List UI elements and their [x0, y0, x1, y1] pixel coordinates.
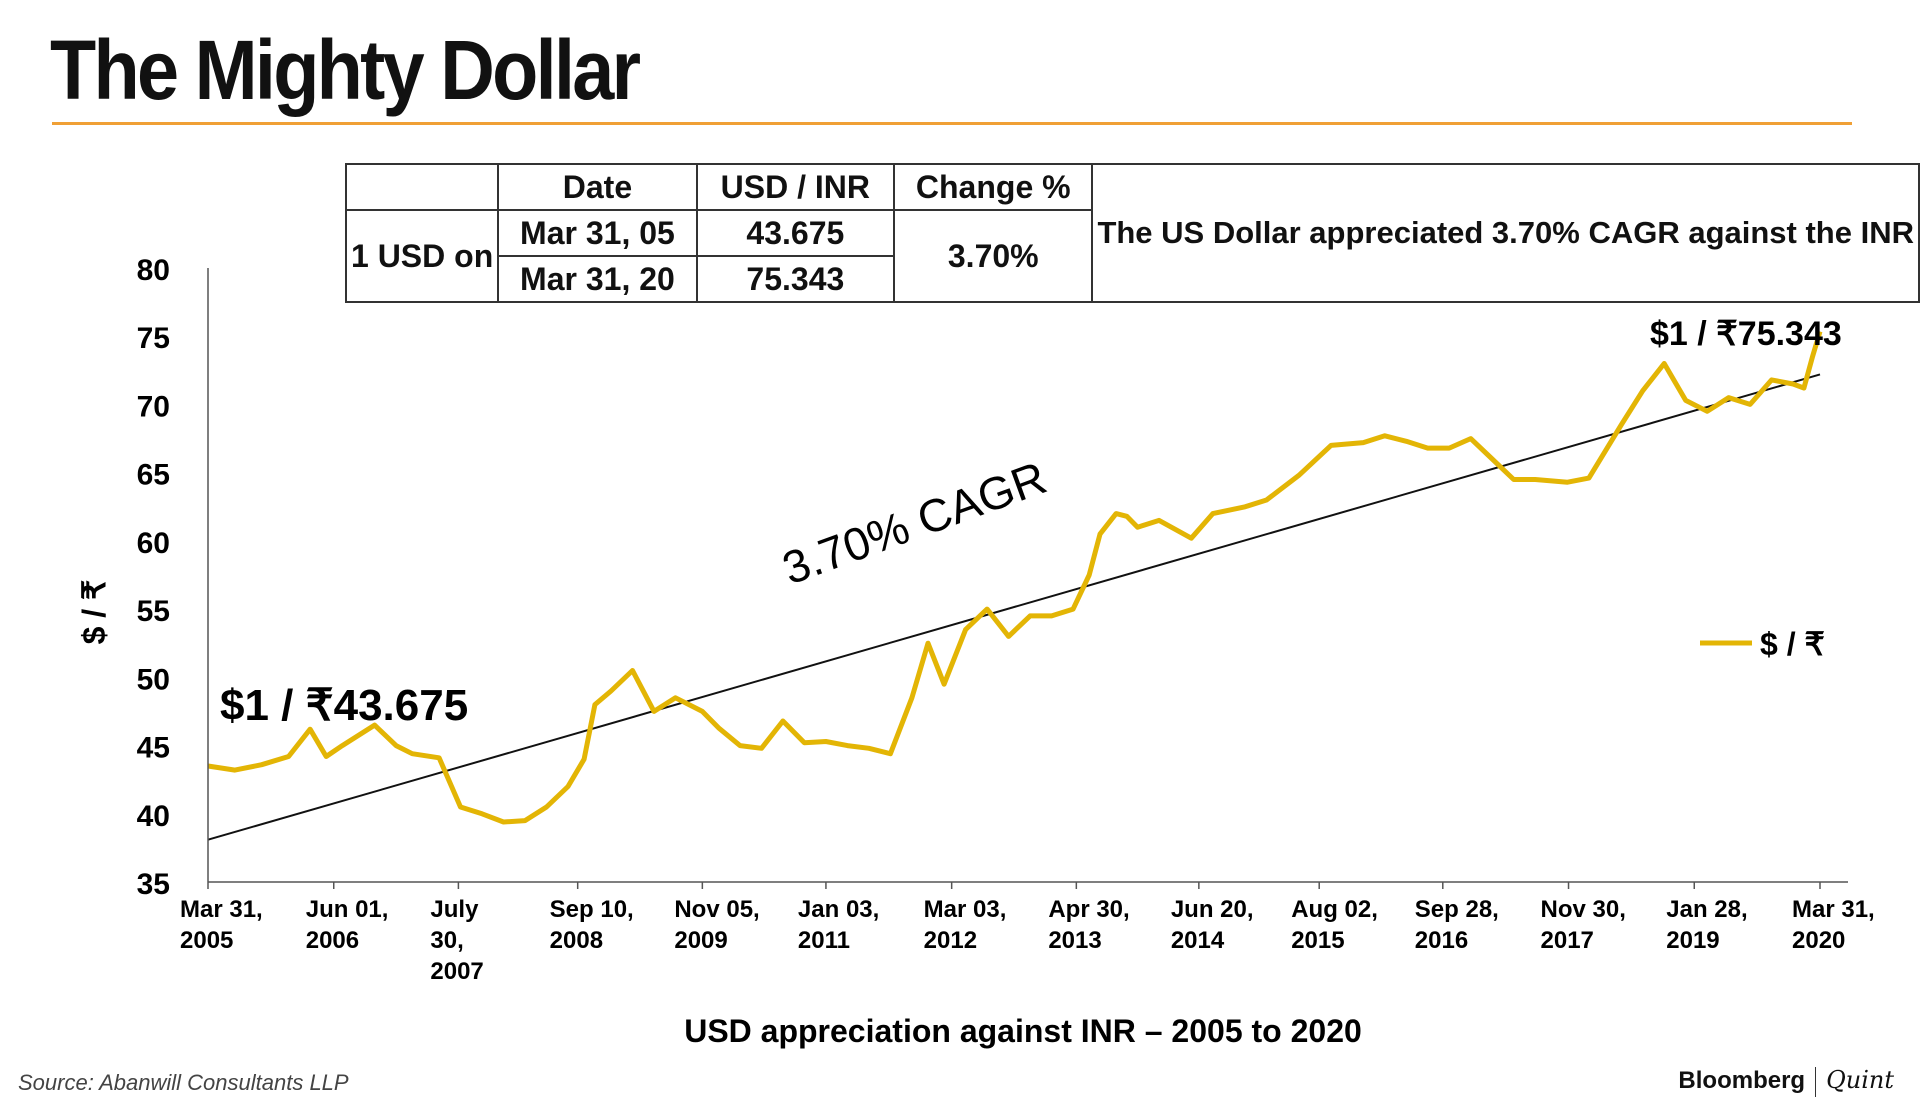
y-tick-label: 60 [137, 527, 170, 560]
start-annotation: $1 / ₹43.675 [220, 681, 468, 730]
x-tick-label: Nov 05, 2009 [674, 896, 759, 954]
summary-table: Date USD / INR Change % The US Dollar ap… [344, 163, 1920, 303]
y-tick-label: 65 [137, 459, 170, 492]
x-tick-label: Apr 30, 2013 [1048, 896, 1129, 954]
table-cell-rate: 75.343 [695, 255, 896, 303]
x-tick-label: Jun 20, 2014 [1171, 896, 1254, 954]
x-tick-label: Mar 31, 2005 [180, 896, 263, 954]
y-tick-label: 50 [137, 663, 170, 696]
end-annotation: $1 / ₹75.343 [1650, 315, 1842, 353]
y-tick-label: 45 [137, 732, 170, 765]
y-tick-label: 40 [137, 800, 170, 833]
table-cell-date: Mar 31, 05 [497, 209, 698, 257]
x-tick-label: Nov 30, 2017 [1541, 896, 1626, 954]
y-tick-label: 75 [137, 322, 170, 355]
x-tick-label: July 30, 2007 [430, 896, 483, 985]
page-title: The Mighty Dollar [50, 23, 641, 117]
x-tick-label: Sep 10, 2008 [550, 896, 634, 954]
table-header-change: Change % [893, 163, 1094, 211]
table-row-label: 1 USD on [344, 209, 500, 303]
x-tick-label: Jan 28, 2019 [1666, 896, 1747, 954]
cagr-annotation: 3.70% CAGR [776, 451, 1053, 594]
x-tick-label: Jun 01, 2006 [306, 896, 389, 954]
title-rule [52, 122, 1852, 125]
table-cell-date: Mar 31, 20 [497, 255, 698, 303]
usd-inr-series-line [207, 330, 1823, 825]
x-tick-label: Mar 03, 2012 [924, 896, 1007, 954]
y-tick-label: 80 [137, 254, 170, 287]
y-tick-label: 35 [137, 868, 170, 901]
table-cell-rate: 43.675 [695, 209, 896, 257]
brand-logo: Bloomberg Quint [1678, 1066, 1894, 1097]
source-note: Source: Abanwill Consultants LLP [18, 1070, 349, 1095]
table-cell-change: 3.70% [893, 209, 1094, 303]
brand-quint: Quint [1826, 1066, 1894, 1094]
table-header-date: Date [497, 163, 698, 211]
legend-label: $ / ₹ [1760, 626, 1825, 662]
y-axis-label: $ / ₹ [76, 580, 112, 645]
line-chart: 35 40 45 50 55 60 65 70 75 80 Mar 31, 2005 Jun 01, 2… [76, 254, 1875, 1049]
table-note: The US Dollar appreciated 3.70% CAGR aga… [1091, 163, 1920, 303]
y-tick-label: 70 [137, 390, 170, 423]
x-tick-label: Jan 03, 2011 [798, 896, 879, 954]
brand-bloomberg: Bloomberg [1678, 1067, 1806, 1094]
cagr-trend-line [207, 373, 1821, 841]
y-tick-label: 55 [137, 595, 170, 628]
table-header-blank [344, 163, 500, 211]
x-tick-label: Sep 28, 2016 [1415, 896, 1499, 954]
x-axis-title: USD appreciation against INR – 2005 to 2… [684, 1013, 1362, 1049]
x-tick-label: Aug 02, 2015 [1291, 896, 1378, 954]
table-header-rate: USD / INR [695, 163, 896, 211]
x-tick-label: Mar 31, 2020 [1792, 896, 1875, 954]
